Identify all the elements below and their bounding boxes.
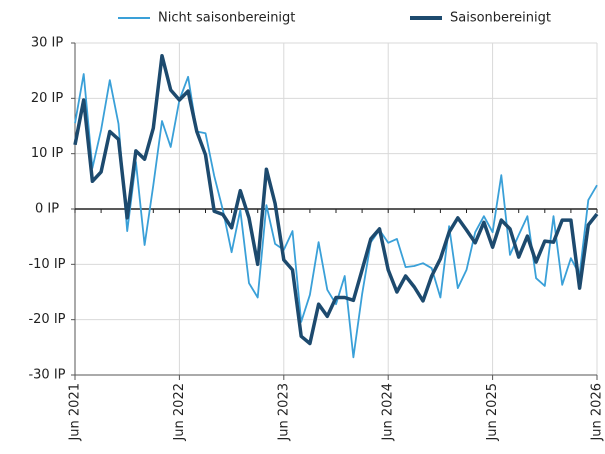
y-tick-label: -10 IP: [28, 257, 65, 272]
series-line: [74, 73, 598, 359]
y-tick-label: -30 IP: [28, 368, 65, 383]
y-tick-label: -20 IP: [28, 312, 65, 327]
y-tick-label: 10 IP: [31, 146, 64, 161]
x-tick-label: Jun 2021: [68, 383, 83, 442]
y-tick-label: 0 IP: [35, 202, 59, 217]
x-tick-label: Jun 2022: [172, 383, 187, 442]
x-tick-label: Jun 2024: [381, 383, 396, 442]
y-tick-label: 20 IP: [31, 91, 64, 106]
series-line: [73, 53, 599, 346]
legend-label: Nicht saisonbereinigt: [158, 11, 295, 26]
legend-label: Saisonbereinigt: [450, 11, 551, 26]
y-tick-label: 30 IP: [31, 36, 64, 51]
x-tick-label: Jun 2025: [485, 383, 500, 442]
x-tick-label: Jun 2023: [276, 383, 291, 442]
x-tick-label: Jun 2026: [590, 383, 605, 442]
